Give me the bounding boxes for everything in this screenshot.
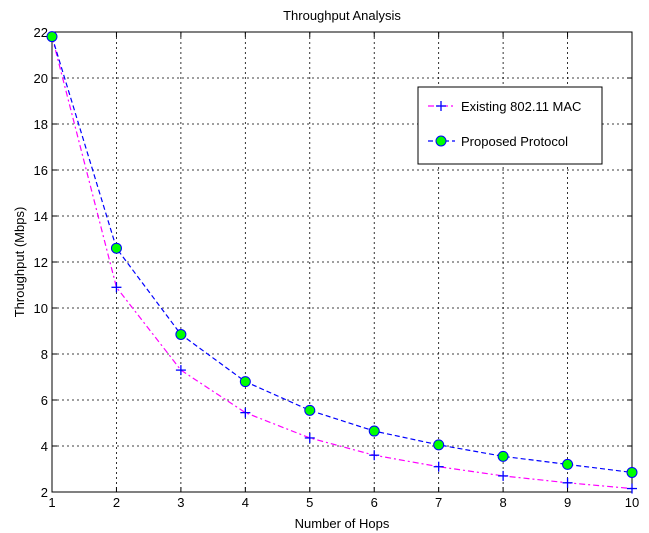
point-proposed: [304, 404, 316, 416]
point-proposed: [46, 31, 58, 43]
x-tick-label: 5: [306, 495, 313, 510]
y-tick-label: 2: [41, 485, 48, 500]
x-tick-label: 1: [48, 495, 55, 510]
legend: Existing 802.11 MAC Proposed Protocol: [417, 86, 603, 165]
chart-title: Throughput Analysis: [283, 8, 401, 23]
point-proposed: [497, 450, 509, 462]
legend-point-proposed: [435, 135, 447, 147]
y-tick-label: 10: [34, 301, 48, 316]
x-tick-label: 4: [242, 495, 249, 510]
y-tick-label: 18: [34, 117, 48, 132]
x-tick-label: 10: [625, 495, 639, 510]
point-proposed: [110, 242, 122, 254]
point-proposed: [239, 376, 251, 388]
y-tick-label: 8: [41, 347, 48, 362]
y-tick-label: 22: [34, 25, 48, 40]
series-line-existing: [51, 36, 633, 490]
y-tick-label: 4: [41, 439, 48, 454]
point-proposed: [175, 328, 187, 340]
x-tick-label: 9: [564, 495, 571, 510]
y-tick-label: 6: [41, 393, 48, 408]
grid: [52, 32, 632, 492]
series-line-proposed: [51, 36, 633, 474]
point-proposed: [562, 458, 574, 470]
point-proposed: [368, 425, 380, 437]
x-tick-label: 6: [371, 495, 378, 510]
legend-marker-existing: [436, 101, 446, 111]
legend-marker-proposed: [435, 135, 447, 147]
series-proposed: [46, 31, 638, 478]
y-tick-label: 16: [34, 163, 48, 178]
y-tick-label: 12: [34, 255, 48, 270]
x-tick-label: 2: [113, 495, 120, 510]
x-tick-label: 3: [177, 495, 184, 510]
point-proposed: [626, 466, 638, 478]
y-axis-label: Throughput (Mbps): [12, 207, 27, 318]
x-axis-label: Number of Hops: [295, 516, 390, 531]
series-layer: [46, 31, 638, 494]
y-tick-label: 20: [34, 71, 48, 86]
y-tick-label: 14: [34, 209, 48, 224]
legend-box: [417, 86, 603, 165]
point-proposed: [433, 439, 445, 451]
x-tick-label: 8: [499, 495, 506, 510]
x-tick-label: 7: [435, 495, 442, 510]
legend-label-existing: Existing 802.11 MAC: [461, 99, 581, 114]
legend-label-proposed: Proposed Protocol: [461, 134, 568, 149]
